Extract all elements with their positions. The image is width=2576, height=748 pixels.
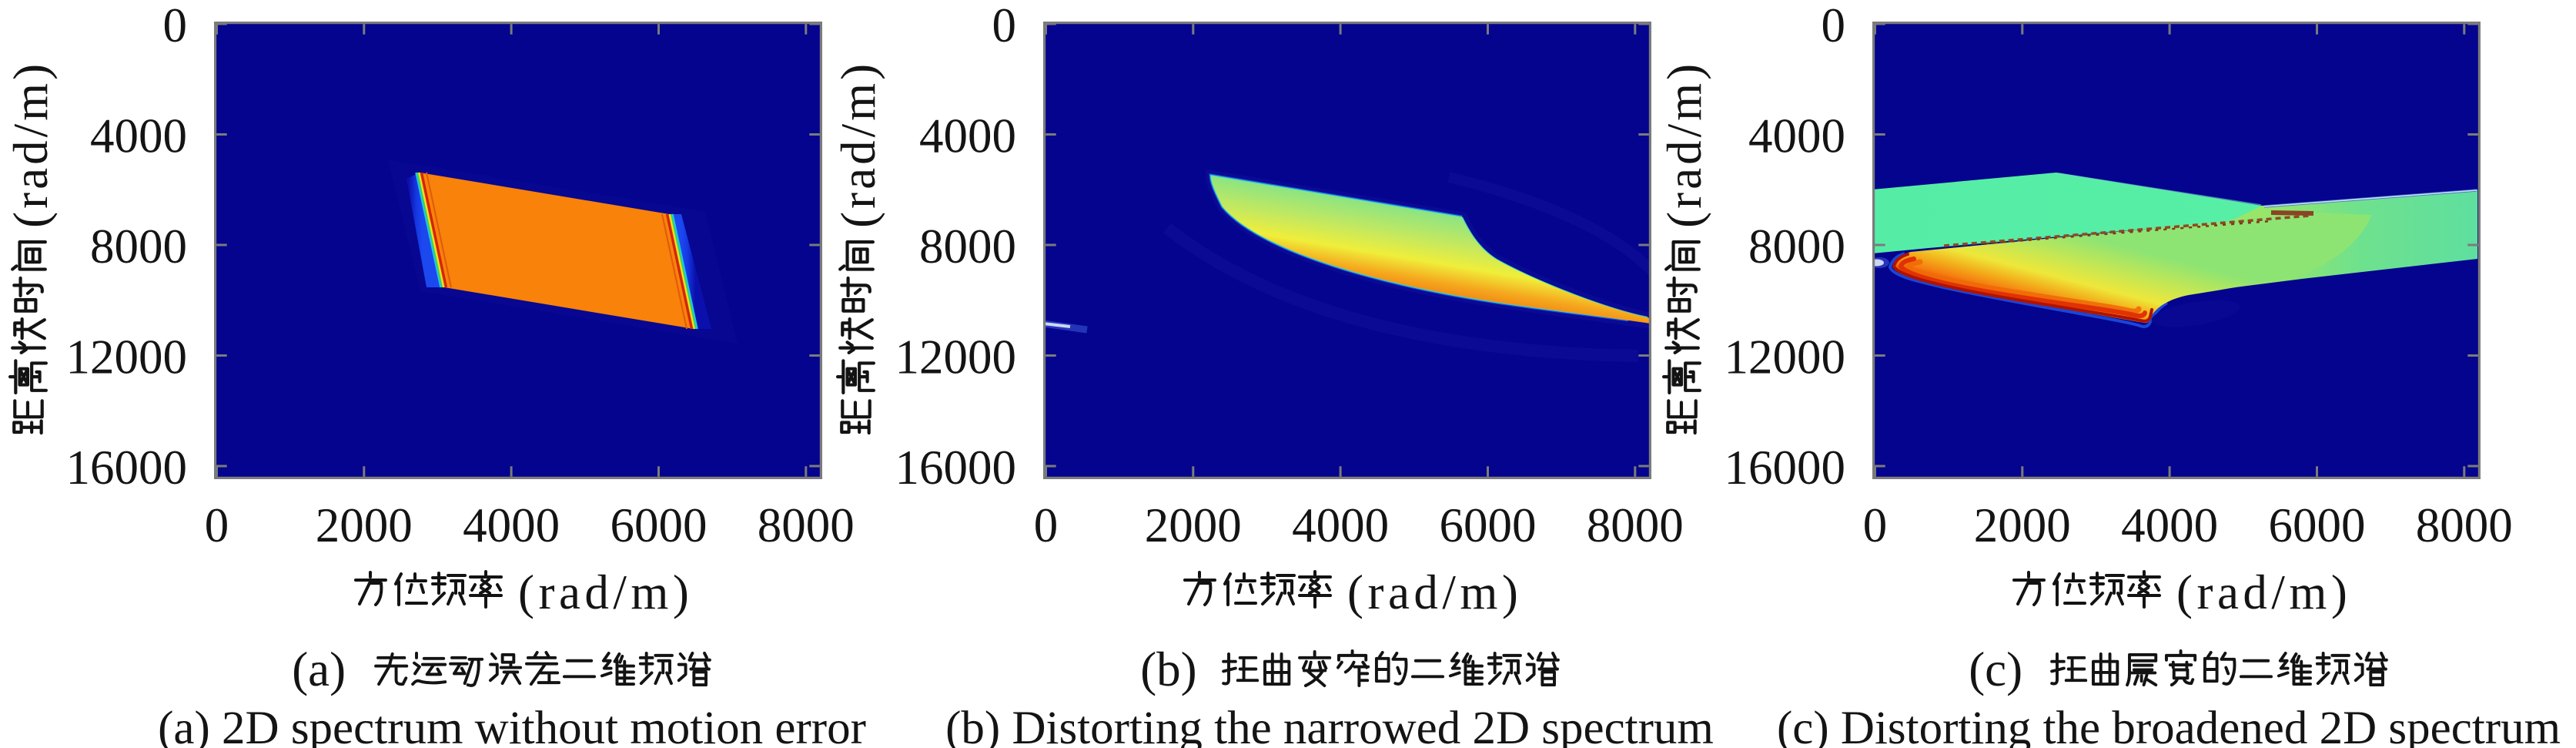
svg-text:0: 0	[1034, 498, 1059, 552]
svg-text:(rad/m): (rad/m)	[1658, 61, 1711, 228]
svg-text:(rad/m): (rad/m)	[1347, 565, 1522, 619]
svg-text:(rad/m): (rad/m)	[2176, 565, 2351, 619]
svg-text:0: 0	[163, 0, 188, 52]
svg-text:(b) Distorting the narrowed 2D: (b) Distorting the narrowed 2D spectrum	[945, 703, 1714, 748]
svg-text:2000: 2000	[316, 498, 413, 552]
svg-text:(c): (c)	[1969, 642, 2022, 696]
svg-text:12000: 12000	[1725, 330, 1846, 384]
svg-text:8000: 8000	[1748, 220, 1845, 273]
svg-text:(a) 2D spectrum without motion: (a) 2D spectrum without motion error	[158, 703, 866, 748]
svg-text:8000: 8000	[1587, 498, 1684, 552]
svg-text:4000: 4000	[919, 109, 1016, 163]
svg-text:4000: 4000	[463, 498, 560, 552]
svg-text:4000: 4000	[1748, 109, 1845, 163]
svg-text:6000: 6000	[2269, 498, 2366, 552]
svg-text:12000: 12000	[895, 330, 1017, 384]
svg-text:4000: 4000	[90, 109, 187, 163]
svg-text:0: 0	[1822, 0, 1846, 52]
svg-text:6000: 6000	[611, 498, 708, 552]
svg-text:0: 0	[205, 498, 229, 552]
svg-text:12000: 12000	[66, 330, 188, 384]
svg-text:6000: 6000	[1440, 498, 1537, 552]
svg-text:(c) Distorting the broadened 2: (c) Distorting the broadened 2D spectrum	[1777, 703, 2561, 748]
svg-text:2000: 2000	[1145, 498, 1242, 552]
svg-text:4000: 4000	[1292, 498, 1389, 552]
svg-text:8000: 8000	[919, 220, 1016, 273]
svg-text:0: 0	[992, 0, 1017, 52]
svg-text:(rad/m): (rad/m)	[518, 565, 693, 619]
svg-text:(b): (b)	[1140, 642, 1196, 696]
svg-text:0: 0	[1863, 498, 1888, 552]
svg-text:2000: 2000	[1974, 498, 2071, 552]
svg-text:4000: 4000	[2121, 498, 2218, 552]
svg-text:16000: 16000	[1725, 441, 1846, 495]
svg-text:(rad/m): (rad/m)	[831, 61, 885, 228]
svg-text:(rad/m): (rad/m)	[4, 61, 58, 228]
svg-text:16000: 16000	[895, 441, 1017, 495]
svg-text:16000: 16000	[66, 441, 188, 495]
svg-text:(a): (a)	[292, 642, 346, 696]
svg-text:8000: 8000	[758, 498, 855, 552]
svg-text:8000: 8000	[90, 220, 187, 273]
svg-text:8000: 8000	[2416, 498, 2513, 552]
